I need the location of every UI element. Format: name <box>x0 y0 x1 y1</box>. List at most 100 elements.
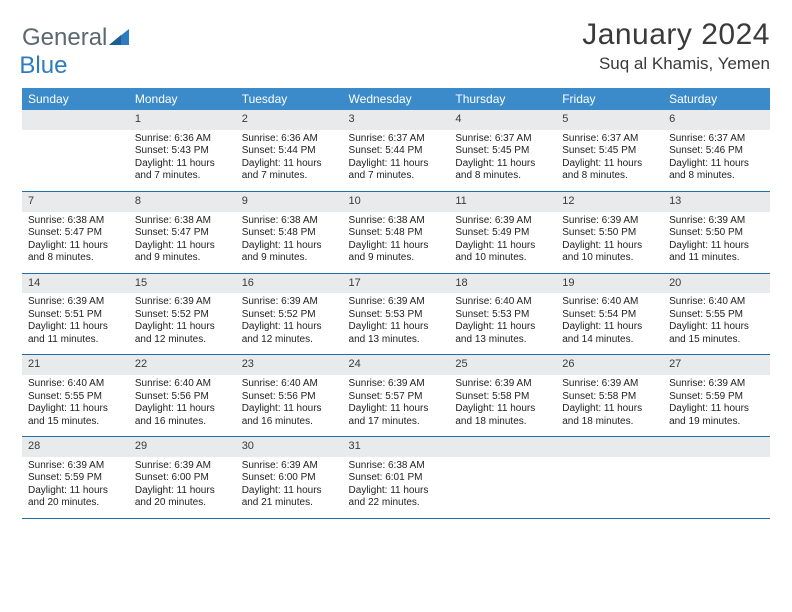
day-info-line: Sunset: 5:53 PM <box>455 309 550 322</box>
day-info-line: Sunrise: 6:38 AM <box>349 215 444 228</box>
calendar-day-cell: 16Sunrise: 6:39 AMSunset: 5:52 PMDayligh… <box>236 273 343 355</box>
day-info-line: and 16 minutes. <box>242 416 337 429</box>
day-info-line: Daylight: 11 hours <box>562 321 657 334</box>
day-body: Sunrise: 6:39 AMSunset: 5:59 PMDaylight:… <box>663 375 770 436</box>
calendar-day-cell: 8Sunrise: 6:38 AMSunset: 5:47 PMDaylight… <box>129 191 236 273</box>
day-body: Sunrise: 6:38 AMSunset: 5:47 PMDaylight:… <box>129 212 236 273</box>
day-body <box>449 457 556 513</box>
day-body: Sunrise: 6:38 AMSunset: 5:48 PMDaylight:… <box>343 212 450 273</box>
day-info-line: Daylight: 11 hours <box>669 240 764 253</box>
day-info-line: Daylight: 11 hours <box>135 240 230 253</box>
logo-triangle-icon <box>109 29 129 45</box>
calendar-day-cell: 22Sunrise: 6:40 AMSunset: 5:56 PMDayligh… <box>129 355 236 437</box>
day-info-line: Sunrise: 6:38 AM <box>242 215 337 228</box>
day-info-line: Sunrise: 6:39 AM <box>349 378 444 391</box>
calendar-day-cell: 18Sunrise: 6:40 AMSunset: 5:53 PMDayligh… <box>449 273 556 355</box>
calendar-day-cell: 30Sunrise: 6:39 AMSunset: 6:00 PMDayligh… <box>236 437 343 519</box>
weekday-header: Sunday <box>22 88 129 110</box>
day-info-line: and 9 minutes. <box>135 252 230 265</box>
day-info-line: Daylight: 11 hours <box>242 485 337 498</box>
calendar-day-cell: 13Sunrise: 6:39 AMSunset: 5:50 PMDayligh… <box>663 191 770 273</box>
calendar-day-cell: 21Sunrise: 6:40 AMSunset: 5:55 PMDayligh… <box>22 355 129 437</box>
day-number: 18 <box>449 274 556 294</box>
brand-logo: General <box>22 24 129 52</box>
day-body: Sunrise: 6:39 AMSunset: 6:00 PMDaylight:… <box>236 457 343 518</box>
day-number: 29 <box>129 437 236 457</box>
day-body: Sunrise: 6:38 AMSunset: 5:47 PMDaylight:… <box>22 212 129 273</box>
day-body: Sunrise: 6:40 AMSunset: 5:56 PMDaylight:… <box>129 375 236 436</box>
day-number: 10 <box>343 192 450 212</box>
day-info-line: Daylight: 11 hours <box>455 240 550 253</box>
day-info-line: Sunrise: 6:40 AM <box>242 378 337 391</box>
day-info-line: and 13 minutes. <box>349 334 444 347</box>
day-info-line: and 8 minutes. <box>28 252 123 265</box>
day-info-line: Sunrise: 6:39 AM <box>242 460 337 473</box>
day-info-line: Sunset: 5:43 PM <box>135 145 230 158</box>
day-info-line: Daylight: 11 hours <box>28 403 123 416</box>
day-info-line: Sunrise: 6:36 AM <box>242 133 337 146</box>
day-info-line: Sunrise: 6:37 AM <box>669 133 764 146</box>
day-body: Sunrise: 6:38 AMSunset: 6:01 PMDaylight:… <box>343 457 450 518</box>
day-info-line: Daylight: 11 hours <box>135 321 230 334</box>
day-info-line: Sunrise: 6:39 AM <box>562 215 657 228</box>
day-info-line: Sunset: 5:55 PM <box>28 391 123 404</box>
calendar-day-cell: 19Sunrise: 6:40 AMSunset: 5:54 PMDayligh… <box>556 273 663 355</box>
day-body: Sunrise: 6:39 AMSunset: 5:52 PMDaylight:… <box>236 293 343 354</box>
day-info-line: and 10 minutes. <box>562 252 657 265</box>
calendar-day-cell: 29Sunrise: 6:39 AMSunset: 6:00 PMDayligh… <box>129 437 236 519</box>
day-info-line: Sunrise: 6:39 AM <box>28 460 123 473</box>
day-info-line: and 15 minutes. <box>28 416 123 429</box>
day-info-line: Daylight: 11 hours <box>455 158 550 171</box>
calendar-day-cell: 10Sunrise: 6:38 AMSunset: 5:48 PMDayligh… <box>343 191 450 273</box>
day-info-line: Sunset: 5:44 PM <box>242 145 337 158</box>
day-info-line: Daylight: 11 hours <box>135 158 230 171</box>
day-info-line: Sunrise: 6:36 AM <box>135 133 230 146</box>
day-info-line: and 21 minutes. <box>242 497 337 510</box>
day-info-line: Sunrise: 6:39 AM <box>455 215 550 228</box>
calendar-day-cell: 4Sunrise: 6:37 AMSunset: 5:45 PMDaylight… <box>449 110 556 191</box>
day-number <box>556 437 663 457</box>
day-number: 2 <box>236 110 343 130</box>
day-info-line: Sunrise: 6:39 AM <box>455 378 550 391</box>
day-info-line: Sunset: 6:01 PM <box>349 472 444 485</box>
day-info-line: Sunrise: 6:39 AM <box>562 378 657 391</box>
day-number: 16 <box>236 274 343 294</box>
day-number <box>663 437 770 457</box>
day-body: Sunrise: 6:40 AMSunset: 5:53 PMDaylight:… <box>449 293 556 354</box>
day-info-line: Sunrise: 6:39 AM <box>349 296 444 309</box>
day-info-line: Sunrise: 6:40 AM <box>455 296 550 309</box>
day-number: 6 <box>663 110 770 130</box>
day-info-line: Sunrise: 6:39 AM <box>242 296 337 309</box>
day-info-line: and 7 minutes. <box>135 170 230 183</box>
day-info-line: Sunrise: 6:39 AM <box>135 460 230 473</box>
day-info-line: Daylight: 11 hours <box>349 485 444 498</box>
day-number <box>449 437 556 457</box>
day-info-line: and 9 minutes. <box>349 252 444 265</box>
day-info-line: Daylight: 11 hours <box>242 158 337 171</box>
calendar-week-row: 28Sunrise: 6:39 AMSunset: 5:59 PMDayligh… <box>22 437 770 519</box>
day-info-line: and 17 minutes. <box>349 416 444 429</box>
day-info-line: and 12 minutes. <box>242 334 337 347</box>
day-info-line: and 20 minutes. <box>28 497 123 510</box>
day-info-line: and 8 minutes. <box>562 170 657 183</box>
day-number: 23 <box>236 355 343 375</box>
calendar-head: SundayMondayTuesdayWednesdayThursdayFrid… <box>22 88 770 110</box>
day-number: 12 <box>556 192 663 212</box>
day-number: 15 <box>129 274 236 294</box>
calendar-day-cell <box>556 437 663 519</box>
location-label: Suq al Khamis, Yemen <box>582 54 770 74</box>
calendar-day-cell: 11Sunrise: 6:39 AMSunset: 5:49 PMDayligh… <box>449 191 556 273</box>
day-number: 3 <box>343 110 450 130</box>
day-info-line: Sunset: 5:53 PM <box>349 309 444 322</box>
day-info-line: Sunrise: 6:39 AM <box>669 378 764 391</box>
day-info-line: Daylight: 11 hours <box>669 321 764 334</box>
day-number: 13 <box>663 192 770 212</box>
day-info-line: and 14 minutes. <box>562 334 657 347</box>
day-info-line: Sunset: 5:47 PM <box>135 227 230 240</box>
day-body: Sunrise: 6:40 AMSunset: 5:54 PMDaylight:… <box>556 293 663 354</box>
day-number: 25 <box>449 355 556 375</box>
calendar-day-cell: 3Sunrise: 6:37 AMSunset: 5:44 PMDaylight… <box>343 110 450 191</box>
calendar-day-cell: 27Sunrise: 6:39 AMSunset: 5:59 PMDayligh… <box>663 355 770 437</box>
day-info-line: Daylight: 11 hours <box>349 240 444 253</box>
calendar-day-cell: 7Sunrise: 6:38 AMSunset: 5:47 PMDaylight… <box>22 191 129 273</box>
